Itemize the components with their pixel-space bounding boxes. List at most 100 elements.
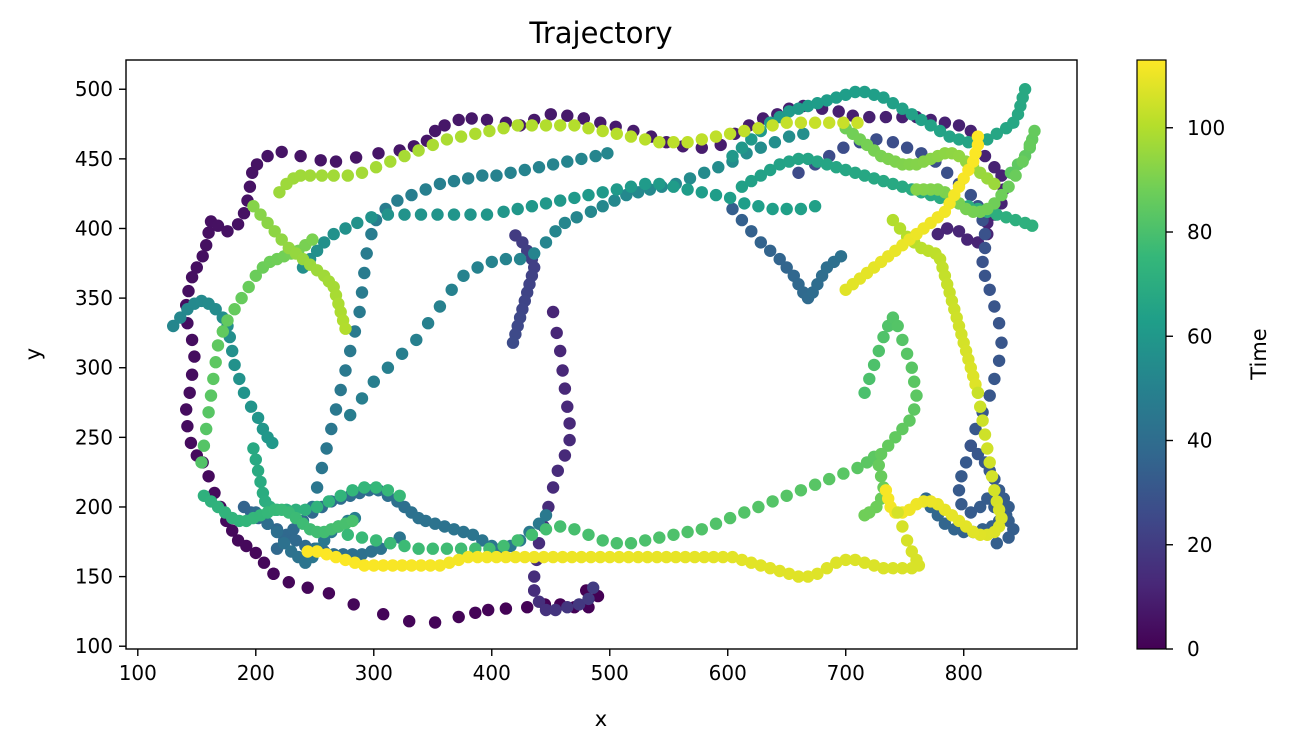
trajectory-point <box>443 556 456 569</box>
trajectory-point <box>233 372 246 386</box>
trajectory-point <box>631 550 645 564</box>
trajectory-point <box>681 525 694 539</box>
trajectory-point <box>412 542 425 555</box>
trajectory-point <box>457 269 470 282</box>
trajectory-point <box>981 442 994 455</box>
trajectory-point <box>299 503 312 516</box>
trajectory-point <box>900 347 914 360</box>
trajectory-point <box>896 333 909 347</box>
trajectory-point <box>858 169 871 182</box>
trajectory-point <box>837 116 850 129</box>
colorbar <box>1136 59 1167 650</box>
trajectory-point <box>377 608 390 621</box>
trajectory-point <box>745 174 758 188</box>
trajectory-point <box>561 109 574 122</box>
trajectory-point <box>780 489 793 502</box>
trajectory-point <box>639 133 652 146</box>
trajectory-point <box>896 520 909 533</box>
trajectory-point <box>910 389 923 402</box>
trajectory-point <box>908 403 921 416</box>
trajectory-point <box>419 183 432 196</box>
trajectory-point <box>384 155 397 168</box>
trajectory-point <box>851 461 864 475</box>
trajectory-point <box>834 250 848 263</box>
trajectory-point <box>896 562 909 575</box>
trajectory-point <box>849 85 862 99</box>
trajectory-point <box>367 559 380 572</box>
trajectory-point <box>974 500 987 514</box>
trajectory-point <box>952 133 966 146</box>
trajectory-point <box>667 136 680 149</box>
trajectory-point <box>315 461 329 475</box>
trajectory-point <box>794 484 808 497</box>
trajectory-point <box>282 576 295 589</box>
trajectory-point <box>582 122 595 135</box>
trajectory-point <box>575 152 588 166</box>
y-tick-label: 200 <box>75 495 113 519</box>
trajectory-point <box>414 559 428 572</box>
trajectory-point <box>971 130 985 143</box>
trajectory-point <box>877 330 890 344</box>
trajectory-point <box>752 200 765 213</box>
trajectory-point <box>509 550 522 564</box>
trajectory-point <box>329 155 343 168</box>
trajectory-point <box>249 269 262 282</box>
trajectory-point <box>209 356 222 369</box>
trajectory-point <box>964 506 977 519</box>
trajectory-point <box>346 484 359 497</box>
trajectory-point <box>554 344 567 358</box>
trajectory-point <box>764 163 777 177</box>
trajectory-point <box>480 113 494 127</box>
trajectory-point <box>372 147 385 160</box>
trajectory-point <box>811 97 824 110</box>
trajectory-point <box>943 130 956 143</box>
trajectory-point <box>990 208 1003 221</box>
trajectory-point <box>874 447 888 461</box>
trajectory-point <box>738 124 751 138</box>
trajectory-point <box>270 525 284 539</box>
trajectory-point <box>773 158 786 171</box>
trajectory-point <box>182 284 195 298</box>
trajectory-point <box>358 481 371 494</box>
trajectory-point <box>287 523 300 536</box>
x-axis-label: x <box>595 707 607 731</box>
trajectory-point <box>554 520 567 533</box>
trajectory-point <box>511 119 524 132</box>
trajectory-point <box>653 177 666 191</box>
trajectory-point <box>971 447 985 461</box>
trajectory-point <box>735 180 749 193</box>
trajectory-point <box>988 300 1001 313</box>
trajectory-point <box>735 553 749 567</box>
trajectory-point <box>990 537 1003 550</box>
trajectory-point <box>243 180 257 193</box>
trajectory-point <box>992 354 1006 367</box>
trajectory-point <box>528 584 541 597</box>
trajectory-point <box>532 595 546 608</box>
y-tick-label: 450 <box>75 147 113 171</box>
trajectory-point <box>532 537 546 550</box>
trajectory-point <box>978 227 992 241</box>
trajectory-point <box>384 537 397 550</box>
trajectory-point <box>723 191 737 205</box>
trajectory-point <box>723 511 737 525</box>
trajectory-point <box>858 509 871 522</box>
trajectory-point <box>681 136 694 149</box>
trajectory-point <box>348 325 362 338</box>
trajectory-point <box>482 603 495 617</box>
trajectory-point <box>1016 155 1029 168</box>
trajectory-point <box>351 216 364 230</box>
trajectory-point <box>698 166 711 179</box>
trajectory-point <box>452 113 465 127</box>
trajectory-point <box>766 495 779 508</box>
trajectory-point <box>226 524 239 537</box>
trajectory-point <box>554 194 567 207</box>
trajectory-point <box>237 386 251 399</box>
trajectory-point <box>565 550 579 564</box>
trajectory-point <box>457 525 470 539</box>
trajectory-point <box>959 456 973 469</box>
trajectory-point <box>582 592 595 606</box>
trajectory-point <box>698 550 711 564</box>
trajectory-point <box>167 319 180 333</box>
trajectory-point <box>563 433 576 447</box>
trajectory-point <box>347 598 360 611</box>
